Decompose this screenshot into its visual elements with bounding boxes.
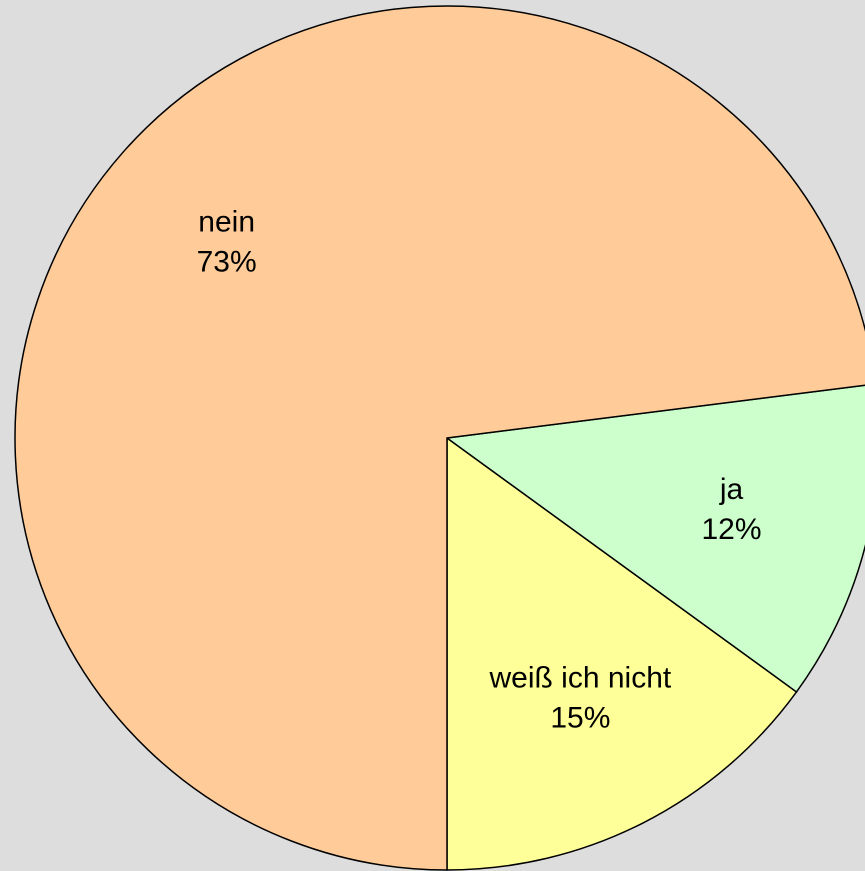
pie-slice — [14, 5, 865, 871]
slice-label: ja — [719, 473, 744, 506]
slice-label: nein — [198, 206, 255, 239]
pie-slice — [446, 436, 798, 871]
pie-slice — [445, 384, 865, 693]
slice-label: weiß ich nicht — [488, 662, 671, 695]
slice-value: 73% — [197, 246, 257, 279]
slice-value: 15% — [550, 702, 610, 735]
slice-value: 12% — [702, 513, 762, 546]
